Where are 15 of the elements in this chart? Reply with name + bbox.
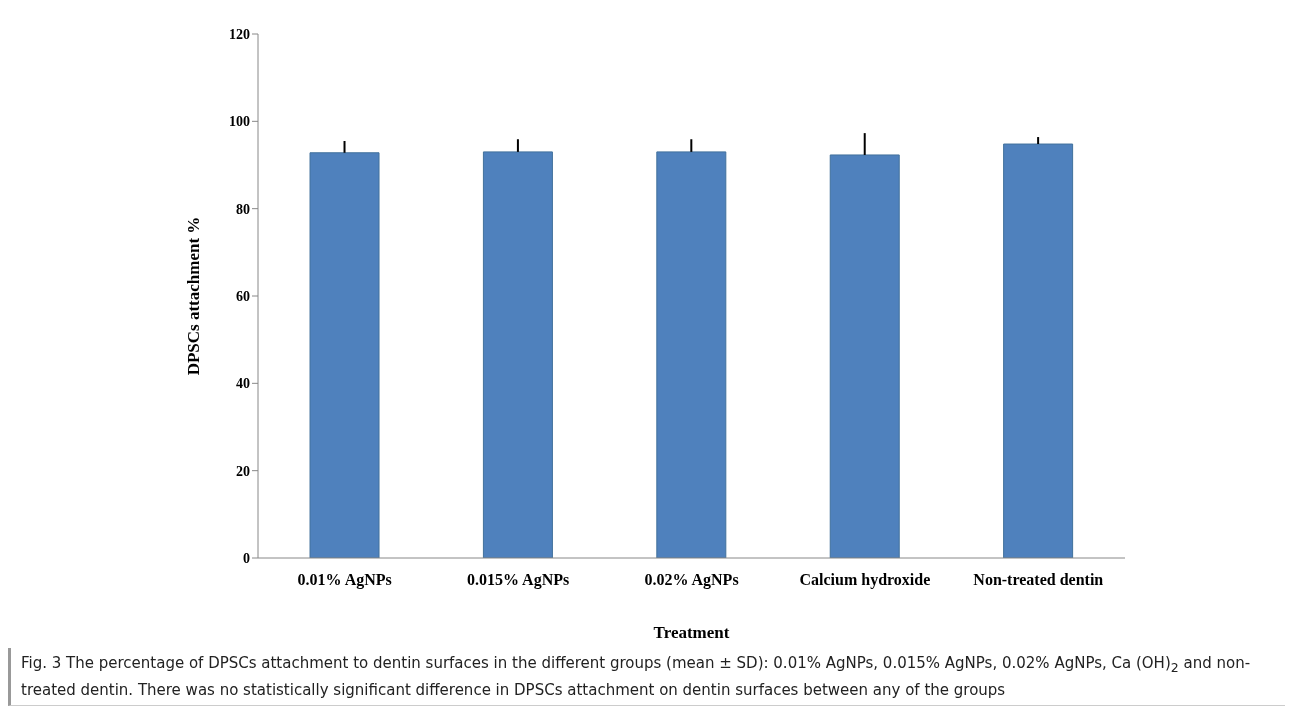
x-tick-label: 0.015% AgNPs: [466, 571, 570, 590]
x-tick-label: 0.01% AgNPs: [297, 571, 392, 590]
x-tick-label: 0.02% AgNPs: [644, 571, 739, 590]
y-tick-label: 100: [229, 114, 250, 130]
x-tick-label: Non-treated dentin: [973, 571, 1104, 589]
y-axis-title: DPSCs attachment %: [184, 216, 204, 376]
y-tick-label: 60: [236, 288, 250, 304]
y-tick-label: 20: [236, 463, 250, 479]
x-axis-title: Treatment: [653, 623, 730, 642]
caption-frame: Fig. 3 The percentage of DPSCs attachment to dentin surfaces in the different groups (mean ± SD): 0.01% AgNPs, 0.015% AgNPs, 0.02% AgNPs, Ca (OH)$_{2}$ and non-treated dentin. There was no statistically significant difference in DPSCs attachment on dentin surfaces between any of the groups: [8, 648, 1285, 706]
y-tick-label: 40: [236, 376, 250, 392]
x-tick-label: Calcium hydroxide: [799, 571, 931, 590]
y-tick-label: 0: [243, 550, 250, 566]
y-tick-label: 120: [229, 26, 250, 42]
y-tick-label: 80: [236, 201, 250, 217]
